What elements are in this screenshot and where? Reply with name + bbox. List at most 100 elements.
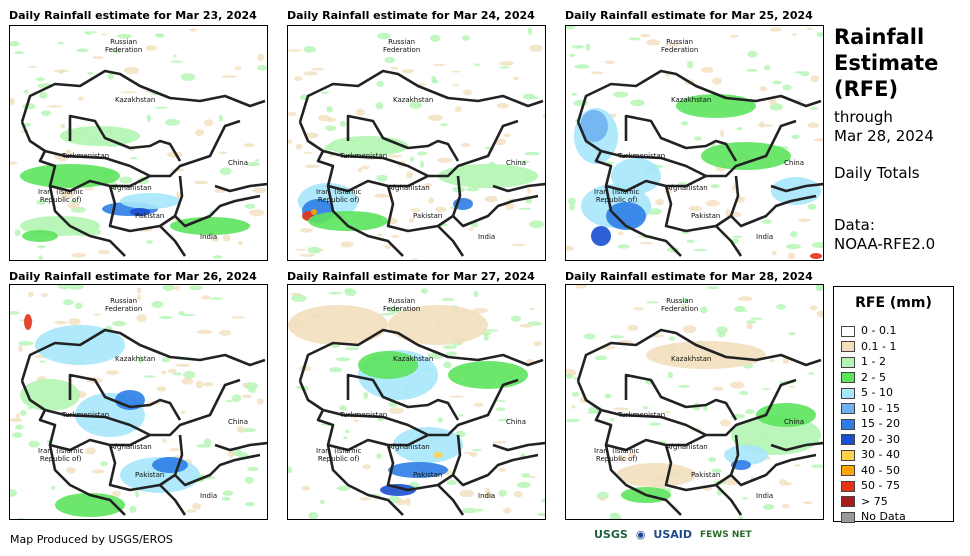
- country-label-pakistan: Pakistan: [135, 471, 165, 479]
- legend-label: No Data: [861, 510, 906, 523]
- country-border: [770, 182, 823, 193]
- rain-speckle: [483, 333, 489, 342]
- legend-item: 2 - 5: [841, 371, 886, 385]
- rain-speckle: [664, 410, 671, 414]
- rain-speckle: [472, 307, 488, 314]
- rain-speckle: [528, 220, 545, 229]
- rain-speckle: [310, 67, 325, 71]
- legend-swatch: [841, 465, 855, 476]
- rain-speckle: [719, 419, 731, 427]
- country-label-iran: Iran (Islamic Republic of): [38, 188, 84, 204]
- rain-speckle: [810, 75, 820, 83]
- rain-speckle: [340, 241, 354, 248]
- rain-speckle: [219, 167, 232, 176]
- country-border: [770, 441, 823, 452]
- rain-speckle: [609, 512, 619, 518]
- rain-speckle: [105, 370, 119, 375]
- rain-speckle: [162, 285, 175, 291]
- rain-speckle: [521, 473, 531, 478]
- rain-speckle: [518, 207, 532, 210]
- rain-speckle: [496, 399, 506, 403]
- rain-speckle: [788, 385, 796, 388]
- rain-speckle: [94, 313, 101, 316]
- rain-speckle: [289, 292, 302, 296]
- rain-speckle: [300, 228, 313, 233]
- rain-speckle: [617, 244, 630, 249]
- rain-speckle: [465, 187, 480, 192]
- rain-speckle: [162, 438, 167, 443]
- rain-speckle: [445, 351, 458, 356]
- rain-speckle: [435, 206, 447, 213]
- rain-speckle: [219, 329, 232, 336]
- country-label-turkmenistan: Turkmenistan: [618, 411, 666, 419]
- rain-speckle: [473, 402, 484, 408]
- rain-speckle: [136, 314, 147, 322]
- rain-speckle: [77, 96, 84, 101]
- rain-speckle: [759, 121, 765, 128]
- rain-speckle: [720, 129, 725, 137]
- rain-speckle: [710, 184, 720, 189]
- legend-swatch: [841, 372, 855, 383]
- rain-speckle: [731, 235, 743, 238]
- rain-speckle: [618, 455, 628, 462]
- country-border: [600, 408, 707, 437]
- rain-speckle: [203, 438, 212, 446]
- rain-speckle: [725, 208, 730, 217]
- rain-speckle: [170, 60, 183, 63]
- rain-speckle: [18, 341, 34, 346]
- rain-speckle: [642, 406, 649, 410]
- rain-speckle: [236, 425, 245, 433]
- rain-speckle: [15, 424, 24, 430]
- rain-speckle: [813, 138, 823, 142]
- rain-speckle: [189, 28, 198, 32]
- rain-speckle: [10, 489, 18, 497]
- country-label-turkmenistan: Turkmenistan: [618, 152, 666, 160]
- rain-speckle: [681, 298, 689, 303]
- rain-speckle: [243, 143, 255, 148]
- rain-speckle: [745, 68, 758, 72]
- rain-speckle: [762, 504, 775, 510]
- rain-speckle: [169, 447, 180, 452]
- rain-speckle: [195, 380, 203, 389]
- rain-speckle: [815, 285, 823, 290]
- rain-speckle: [503, 133, 511, 137]
- rain-area: [22, 230, 58, 242]
- rain-speckle: [678, 181, 687, 186]
- rain-speckle: [511, 243, 526, 247]
- legend-item: No Data: [841, 510, 906, 524]
- rain-speckle: [440, 123, 448, 127]
- rain-speckle: [739, 390, 749, 396]
- rain-speckle: [181, 377, 194, 385]
- rain-speckle: [326, 106, 333, 113]
- rain-speckle: [355, 108, 366, 116]
- country-border: [576, 328, 822, 382]
- rain-speckle: [542, 114, 545, 119]
- country-label-russia: Russian Federation: [383, 38, 421, 54]
- rain-speckle: [27, 65, 37, 69]
- country-border: [298, 119, 519, 193]
- rain-speckle: [165, 118, 181, 126]
- rain-speckle: [816, 310, 823, 318]
- rain-speckle: [483, 493, 495, 498]
- country-label-turkmenistan: Turkmenistan: [340, 152, 388, 160]
- rain-speckle: [16, 517, 26, 519]
- country-border: [715, 225, 743, 257]
- country-label-india: India: [478, 233, 496, 241]
- rain-speckle: [449, 395, 465, 398]
- rain-speckle: [574, 64, 590, 69]
- rain-speckle: [806, 27, 813, 31]
- rain-speckle: [428, 197, 434, 204]
- rain-speckle: [377, 417, 384, 422]
- country-border: [20, 69, 266, 123]
- rain-speckle: [68, 318, 81, 326]
- rain-speckle: [303, 46, 316, 53]
- legend-item: 1 - 2: [841, 355, 886, 369]
- rain-speckle: [362, 464, 371, 470]
- rain-speckle: [361, 165, 370, 170]
- rain-speckle: [294, 248, 307, 251]
- rain-speckle: [468, 227, 474, 231]
- rain-area: [611, 158, 661, 194]
- rain-speckle: [35, 77, 45, 82]
- rain-speckle: [497, 467, 507, 472]
- country-label-afghanistan: Afghanistan: [110, 184, 152, 192]
